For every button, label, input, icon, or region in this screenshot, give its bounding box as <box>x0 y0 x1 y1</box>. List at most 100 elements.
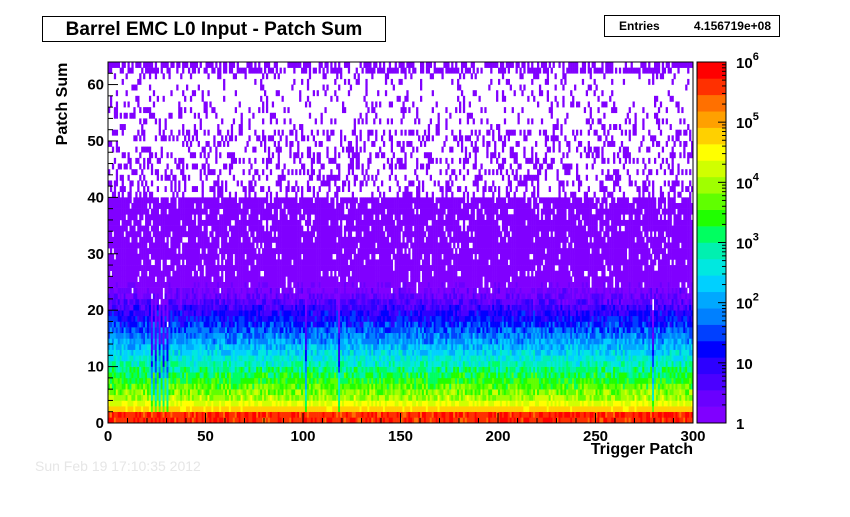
heatmap-cell <box>314 298 317 305</box>
heatmap-cell <box>318 242 321 249</box>
heatmap-cell <box>197 208 200 215</box>
heatmap-cell <box>285 394 288 401</box>
heatmap-cell <box>279 377 282 384</box>
heatmap-cell <box>277 327 280 334</box>
heatmap-cell <box>252 146 255 153</box>
heatmap-cell <box>168 174 171 181</box>
heatmap-cell <box>197 248 200 255</box>
heatmap-cell <box>189 349 193 356</box>
heatmap-cell <box>293 332 296 339</box>
heatmap-cell <box>289 338 292 345</box>
heatmap-cell <box>211 327 214 334</box>
heatmap-cell <box>141 355 144 362</box>
heatmap-cell <box>217 310 220 317</box>
heatmap-cell <box>186 287 189 294</box>
heatmap-cell <box>225 411 228 418</box>
heatmap-cell <box>324 400 327 407</box>
heatmap-cell <box>271 332 275 339</box>
heatmap-cell <box>182 163 185 170</box>
heatmap-cell <box>232 298 236 305</box>
heatmap-cell <box>109 400 113 407</box>
heatmap-cell <box>238 259 241 266</box>
heatmap-cell <box>193 355 197 362</box>
heatmap-cell <box>176 253 179 260</box>
heatmap-cell <box>193 253 197 260</box>
heatmap-cell <box>225 163 228 170</box>
heatmap-cell <box>168 366 171 373</box>
heatmap-cell <box>148 236 152 243</box>
heatmap-cell <box>125 270 128 277</box>
heatmap-cell <box>108 287 111 294</box>
heatmap-cell <box>293 276 296 283</box>
heatmap-cell <box>232 406 236 413</box>
heatmap-cell <box>246 62 249 68</box>
heatmap-cell <box>166 360 169 367</box>
heatmap-cell <box>147 383 150 390</box>
heatmap-cell <box>262 236 265 243</box>
heatmap-cell <box>314 287 317 294</box>
heatmap-cell <box>160 344 163 350</box>
heatmap-cell <box>152 101 156 108</box>
heatmap-cell <box>303 135 306 142</box>
heatmap-cell <box>324 383 327 390</box>
heatmap-cell <box>195 417 198 424</box>
heatmap-cell <box>254 293 257 300</box>
heatmap-cell <box>277 146 280 153</box>
heatmap-cell <box>275 355 278 362</box>
heatmap-cell <box>240 344 243 350</box>
heatmap-cell <box>318 281 321 288</box>
heatmap-cell <box>143 344 146 350</box>
heatmap-cell <box>201 270 204 277</box>
heatmap-cell <box>172 400 175 407</box>
heatmap-cell <box>143 355 146 362</box>
heatmap-cell <box>115 169 119 176</box>
heatmap-cell <box>293 231 296 238</box>
heatmap-cell <box>242 276 245 283</box>
heatmap-cell <box>318 338 321 345</box>
heatmap-cell <box>230 152 234 159</box>
heatmap-cell <box>324 349 327 356</box>
heatmap-cell <box>228 298 232 305</box>
heatmap-cell <box>228 203 232 209</box>
heatmap-cell <box>293 417 296 424</box>
heatmap-cell <box>109 236 113 243</box>
heatmap-cell <box>252 321 255 328</box>
heatmap-cell <box>304 315 308 322</box>
heatmap-cell <box>304 400 308 407</box>
heatmap-cell <box>308 298 312 305</box>
heatmap-cell <box>250 315 253 322</box>
heatmap-cell <box>195 225 198 232</box>
heatmap-cell <box>228 169 232 176</box>
heatmap-cell <box>143 135 146 142</box>
heatmap-cell <box>287 389 290 396</box>
heatmap-cell <box>299 327 302 334</box>
heatmap-cell <box>318 231 321 238</box>
heatmap-cell <box>129 298 132 305</box>
heatmap-cell <box>236 67 239 74</box>
heatmap-cell <box>252 304 255 311</box>
heatmap-cell <box>320 140 323 147</box>
heatmap-cell <box>240 377 243 384</box>
heatmap-cell <box>148 349 152 356</box>
heatmap-cell <box>205 389 208 396</box>
heatmap-cell <box>125 276 128 283</box>
heatmap-cell <box>301 225 304 232</box>
heatmap-cell <box>191 135 195 142</box>
heatmap-cell <box>230 242 234 249</box>
heatmap-cell <box>244 197 247 204</box>
heatmap-cell <box>182 197 185 204</box>
heatmap-cell <box>143 400 146 407</box>
heatmap-cell <box>143 372 146 379</box>
heatmap-cell <box>297 248 300 255</box>
heatmap-cell <box>232 276 236 283</box>
heatmap-cell <box>178 265 181 271</box>
heatmap-cell <box>314 259 317 266</box>
heatmap-cell <box>158 411 161 418</box>
heatmap-cell <box>158 372 161 379</box>
heatmap-cell <box>228 383 232 390</box>
heatmap-cell <box>267 157 271 164</box>
heatmap-cell <box>219 293 222 300</box>
heatmap-cell <box>148 372 152 379</box>
heatmap-cell <box>166 389 169 396</box>
heatmap-cell <box>256 208 259 215</box>
